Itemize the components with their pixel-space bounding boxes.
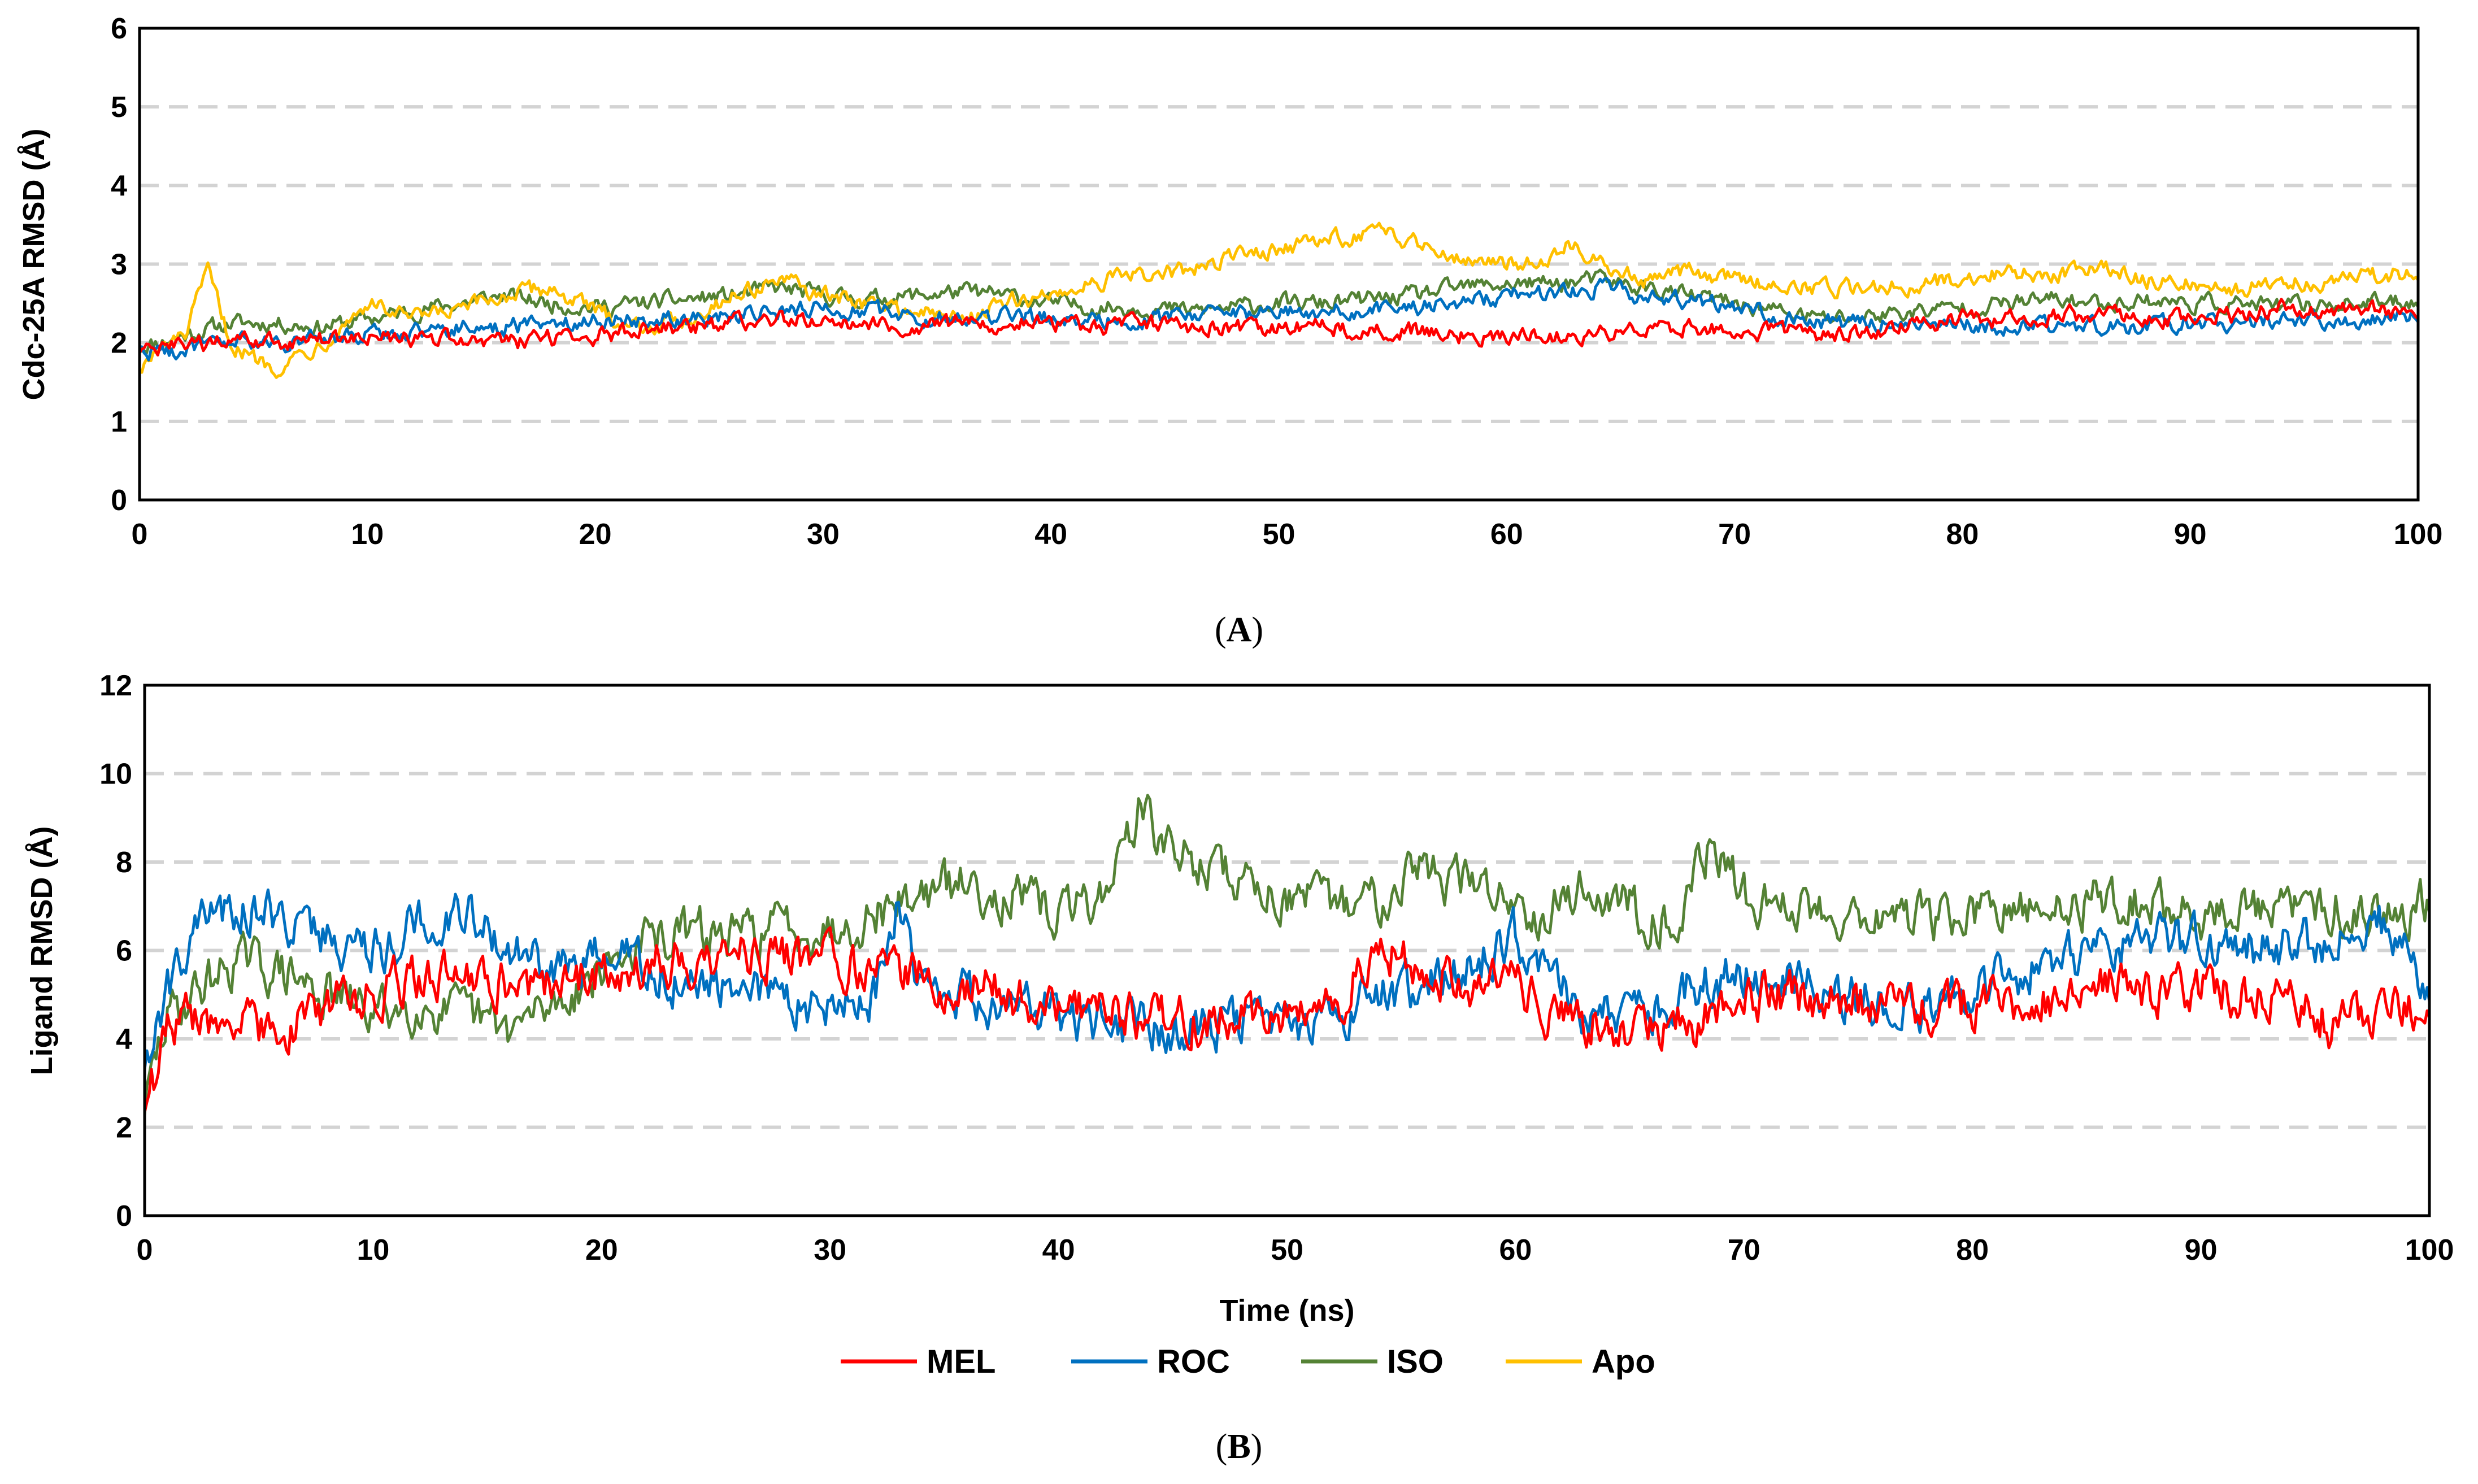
legend-label: Apo xyxy=(1592,1343,1655,1380)
series-line-iso xyxy=(143,794,2431,1117)
x-tick-label: 60 xyxy=(1490,518,1523,551)
panel-a-label: (A) xyxy=(1215,611,1263,649)
panel-b-series xyxy=(143,794,2431,1117)
y-tick-label: 6 xyxy=(116,935,132,968)
x-tick-label: 20 xyxy=(585,1234,618,1267)
panel-b-plot-frame xyxy=(143,684,2431,1217)
x-tick-label: 100 xyxy=(2405,1234,2454,1267)
y-tick-label: 4 xyxy=(116,1023,132,1056)
y-tick-label: 0 xyxy=(116,1200,132,1233)
x-tick-label: 20 xyxy=(579,518,612,551)
x-tick-label: 80 xyxy=(1946,518,1979,551)
x-tick-label: 10 xyxy=(351,518,384,551)
x-tick-label: 0 xyxy=(137,1234,153,1267)
panel-b-gridlines xyxy=(145,772,2429,1129)
panel-b-chart: 0 2 4 6 8 10 12 0 10 20 30 40 50 60 70 80 90 100 Ligand … xyxy=(25,669,2454,1328)
series-line-apo xyxy=(138,221,2420,379)
x-tick-label: 90 xyxy=(2174,518,2207,551)
series-line-mel xyxy=(138,298,2420,357)
x-tick-label: 10 xyxy=(357,1234,389,1267)
y-tick-label: 2 xyxy=(116,1112,132,1144)
legend-item-apo: Apo xyxy=(1506,1343,1655,1380)
y-tick-label: 8 xyxy=(116,846,132,879)
panel-a-chart: 0 1 2 3 4 5 6 0 10 20 30 40 50 60 70 80 90 100 Cdc-25A R… xyxy=(17,12,2442,649)
legend-label: ROC xyxy=(1157,1343,1230,1380)
panel-b-x-axis-title: Time (ns) xyxy=(1219,1294,1354,1328)
y-tick-label: 3 xyxy=(111,249,127,281)
y-tick-label: 1 xyxy=(111,406,127,438)
panel-b-label: (B) xyxy=(1216,1428,1263,1466)
x-tick-label: 50 xyxy=(1263,518,1295,551)
y-tick-label: 5 xyxy=(111,91,127,124)
x-tick-label: 80 xyxy=(1956,1234,1989,1267)
series-line-roc xyxy=(138,277,2420,362)
y-tick-label: 6 xyxy=(111,12,127,45)
x-tick-label: 100 xyxy=(2394,518,2443,551)
x-tick-label: 70 xyxy=(1718,518,1751,551)
x-tick-label: 90 xyxy=(2185,1234,2218,1267)
panel-a-plot-frame xyxy=(138,27,2420,502)
panel-b-y-tick-labels: 0 2 4 6 8 10 12 xyxy=(99,669,132,1233)
x-tick-label: 0 xyxy=(132,518,148,551)
y-tick-label: 2 xyxy=(111,327,127,360)
panel-a-x-tick-labels: 0 10 20 30 40 50 60 70 80 90 100 xyxy=(132,518,2443,551)
x-tick-label: 30 xyxy=(814,1234,846,1267)
legend-item-roc: ROC xyxy=(1071,1343,1230,1380)
x-tick-label: 50 xyxy=(1271,1234,1303,1267)
y-tick-label: 0 xyxy=(111,484,127,517)
y-tick-label: 12 xyxy=(99,669,132,702)
legend-label: MEL xyxy=(927,1343,995,1380)
legend-item-iso: ISO xyxy=(1301,1343,1444,1380)
x-tick-label: 40 xyxy=(1042,1234,1075,1267)
y-tick-label: 4 xyxy=(111,169,127,202)
legend-item-mel: MEL xyxy=(841,1343,995,1380)
series-line-mel xyxy=(143,926,2431,1114)
x-tick-label: 30 xyxy=(807,518,840,551)
panel-b-x-tick-labels: 0 10 20 30 40 50 60 70 80 90 100 xyxy=(137,1234,2454,1267)
x-tick-label: 60 xyxy=(1499,1234,1532,1267)
panel-b-y-axis-title: Ligand RMSD (Å) xyxy=(25,826,59,1076)
x-tick-label: 40 xyxy=(1034,518,1067,551)
legend-label: ISO xyxy=(1387,1343,1444,1380)
x-tick-label: 70 xyxy=(1728,1234,1760,1267)
panel-a-gridlines xyxy=(140,105,2418,423)
series-line-roc xyxy=(143,888,2431,1071)
legend: MEL ROC ISO Apo xyxy=(841,1343,1655,1380)
panel-a-y-tick-labels: 0 1 2 3 4 5 6 xyxy=(111,12,127,517)
series-line-iso xyxy=(138,268,2420,355)
y-tick-label: 10 xyxy=(99,758,132,791)
panel-a-series xyxy=(138,221,2420,379)
panel-a-y-axis-title: Cdc-25A RMSD (Å) xyxy=(17,128,51,400)
